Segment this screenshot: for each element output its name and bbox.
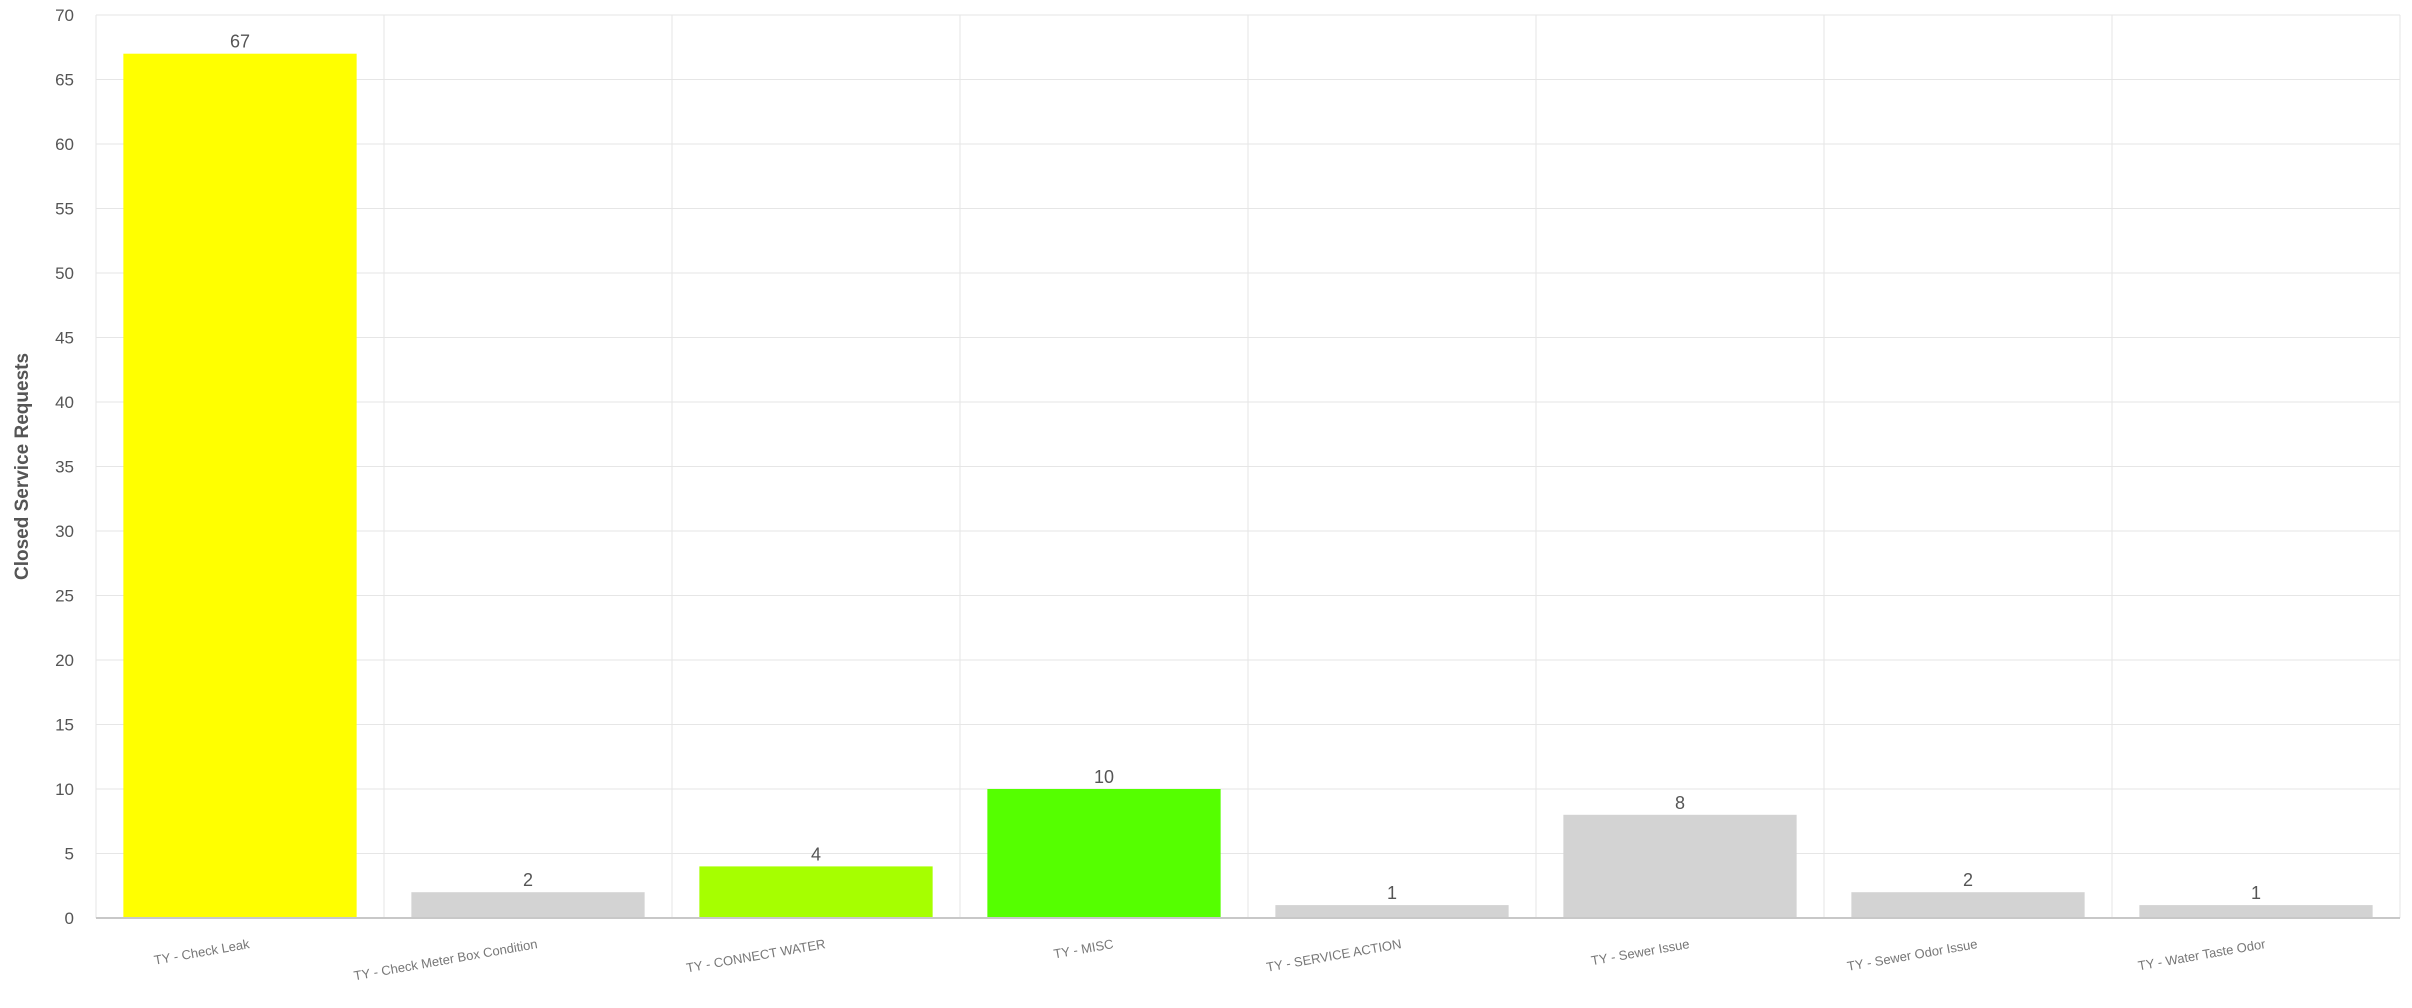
data-label: 4 [811,844,821,864]
y-tick-label: 40 [55,393,74,412]
x-tick-label: TY - SERVICE ACTION [1265,936,1402,975]
y-axis-title: Closed Service Requests [12,353,33,580]
bar[interactable] [699,866,933,918]
x-tick-label: TY - Check Meter Box Condition [353,936,539,983]
x-tick-label: TY - Water Taste Odor [2137,936,2267,973]
y-tick-label: 25 [55,587,74,606]
bar[interactable] [1563,814,1797,918]
x-axis-ticks: TY - Check Leak TY - Check Meter Box Cond… [153,936,2267,983]
y-tick-label: 20 [55,651,74,670]
x-tick-label: TY - Check Leak [153,936,251,968]
y-tick-label: 10 [55,780,74,799]
bar[interactable] [1851,892,2085,918]
data-label: 2 [523,870,533,890]
bars-layer [123,53,2373,918]
labels-layer: 67 2 4 10 1 8 2 1 [230,32,2261,903]
x-tick-label: TY - CONNECT WATER [685,936,827,975]
bar[interactable] [123,53,357,918]
y-tick-label: 65 [55,71,74,90]
bar[interactable] [987,789,1221,918]
x-tick-label: TY - MISC [1052,936,1114,961]
y-tick-label: 55 [55,200,74,219]
data-label: 67 [230,32,250,52]
bar[interactable] [1275,905,1509,918]
y-tick-label: 35 [55,458,74,477]
x-tick-label: TY - Sewer Odor Issue [1846,936,1979,974]
y-tick-label: 50 [55,264,74,283]
y-tick-label: 0 [65,909,74,928]
y-tick-label: 70 [55,6,74,25]
data-label: 1 [2251,883,2261,903]
y-tick-label: 30 [55,522,74,541]
y-tick-label: 15 [55,716,74,735]
x-tick-label: TY - Sewer Issue [1590,936,1691,968]
y-axis-ticks: 0 5 10 15 20 25 30 35 40 45 50 55 60 65 70 [55,6,74,928]
y-tick-label: 60 [55,135,74,154]
data-label: 2 [1963,870,1973,890]
data-label: 10 [1094,767,1114,787]
y-tick-label: 5 [65,845,74,864]
data-label: 1 [1387,883,1397,903]
y-tick-label: 45 [55,329,74,348]
bar[interactable] [2139,905,2373,918]
bar[interactable] [411,892,645,918]
data-label: 8 [1675,793,1685,813]
grid-layer [95,14,2401,919]
